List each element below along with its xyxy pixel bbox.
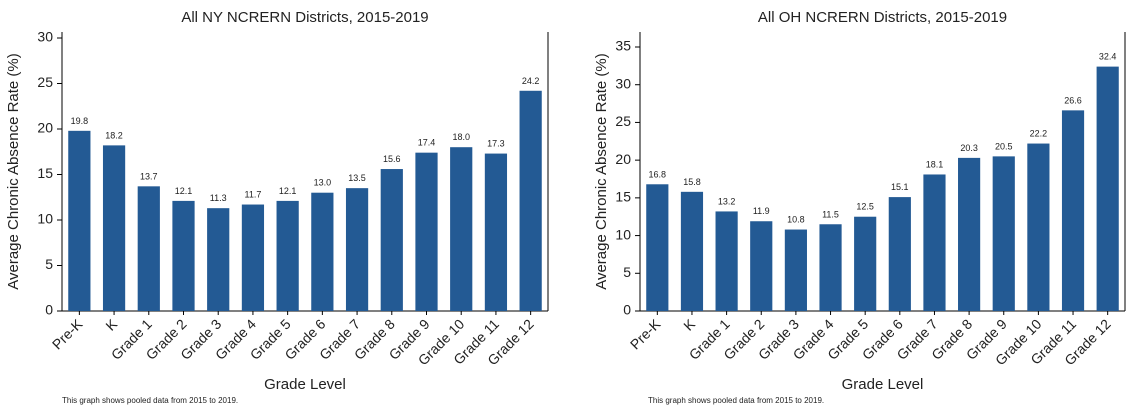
y-tick-label: 25 — [615, 113, 631, 129]
bar — [276, 200, 299, 311]
bar — [715, 211, 738, 311]
value-label: 13.5 — [348, 173, 366, 183]
value-label: 11.5 — [822, 209, 839, 219]
bar — [958, 157, 981, 311]
value-label: 11.3 — [210, 193, 227, 203]
value-label: 13.7 — [140, 171, 158, 181]
y-tick-label: 20 — [615, 151, 631, 167]
y-tick-label: 0 — [623, 302, 631, 318]
bar — [519, 90, 542, 311]
value-label: 12.5 — [856, 202, 874, 212]
bar — [1061, 110, 1085, 311]
bar — [923, 174, 946, 311]
y-axis-label: Average Chronic Absence Rate (%) — [593, 53, 610, 290]
bar — [888, 197, 911, 311]
bar — [207, 208, 230, 311]
y-axis-label: Average Chronic Absence Rate (%) — [5, 53, 22, 290]
x-tick-label: Pre-K — [627, 315, 664, 352]
y-tick-label: 10 — [615, 226, 631, 242]
bar — [784, 229, 807, 311]
value-label: 15.1 — [891, 182, 909, 192]
bar — [172, 200, 195, 311]
bar — [484, 153, 508, 311]
bar — [415, 152, 438, 311]
value-label: 32.4 — [1099, 52, 1117, 62]
bar — [1027, 143, 1050, 311]
value-label: 26.6 — [1064, 95, 1082, 105]
value-label: 18.0 — [452, 132, 470, 142]
y-tick-label: 35 — [615, 38, 631, 54]
y-tick-label: 10 — [37, 211, 53, 227]
y-tick-label: 25 — [37, 74, 53, 90]
x-tick-label: Pre-K — [49, 315, 86, 352]
bar — [819, 224, 842, 311]
note: This graph shows pooled data from 2015 t… — [648, 396, 824, 405]
x-tick-label: K — [680, 315, 698, 333]
value-label: 19.8 — [71, 116, 89, 126]
bar — [68, 130, 91, 311]
bar — [450, 147, 473, 311]
value-label: 10.8 — [787, 215, 805, 225]
value-label: 22.2 — [1030, 129, 1048, 139]
value-label: 17.3 — [487, 139, 505, 149]
value-label: 16.8 — [649, 169, 667, 179]
y-tick-label: 5 — [45, 256, 53, 272]
value-label: 13.2 — [718, 196, 736, 206]
value-label: 24.2 — [522, 76, 540, 86]
value-label: 18.2 — [105, 130, 123, 140]
y-tick-label: 15 — [615, 189, 631, 205]
bar — [241, 204, 265, 311]
y-tick-label: 20 — [37, 120, 53, 136]
value-label: 20.5 — [995, 141, 1013, 151]
bar — [311, 192, 334, 311]
bar — [137, 186, 160, 311]
note: This graph shows pooled data from 2015 t… — [62, 396, 238, 405]
value-label: 11.9 — [753, 206, 770, 216]
value-label: 13.0 — [314, 178, 332, 188]
bar — [680, 191, 704, 311]
y-tick-label: 30 — [37, 29, 53, 45]
y-tick-label: 5 — [623, 264, 631, 280]
chart-title: All NY NCRERN Districts, 2015-2019 — [181, 9, 428, 26]
y-tick-label: 0 — [45, 302, 53, 318]
x-axis-label: Grade Level — [264, 376, 346, 393]
value-label: 15.6 — [383, 154, 401, 164]
bar — [992, 156, 1015, 311]
value-label: 18.1 — [926, 159, 944, 169]
bar — [750, 221, 773, 311]
value-label: 20.3 — [960, 143, 978, 153]
y-tick-label: 30 — [615, 75, 631, 91]
bar — [102, 145, 126, 311]
chart-title: All OH NCRERN Districts, 2015-2019 — [758, 9, 1007, 26]
value-label: 15.8 — [683, 177, 701, 187]
value-label: 11.7 — [244, 190, 261, 200]
bar — [854, 216, 877, 311]
value-label: 12.1 — [279, 186, 297, 196]
y-tick-label: 15 — [37, 165, 53, 181]
bar — [1096, 66, 1119, 312]
x-axis-label: Grade Level — [842, 376, 924, 393]
bar — [380, 169, 403, 311]
value-label: 17.4 — [418, 138, 436, 148]
bar — [345, 188, 369, 311]
bar — [646, 184, 669, 311]
value-label: 12.1 — [175, 186, 193, 196]
x-tick-label: K — [102, 315, 120, 333]
